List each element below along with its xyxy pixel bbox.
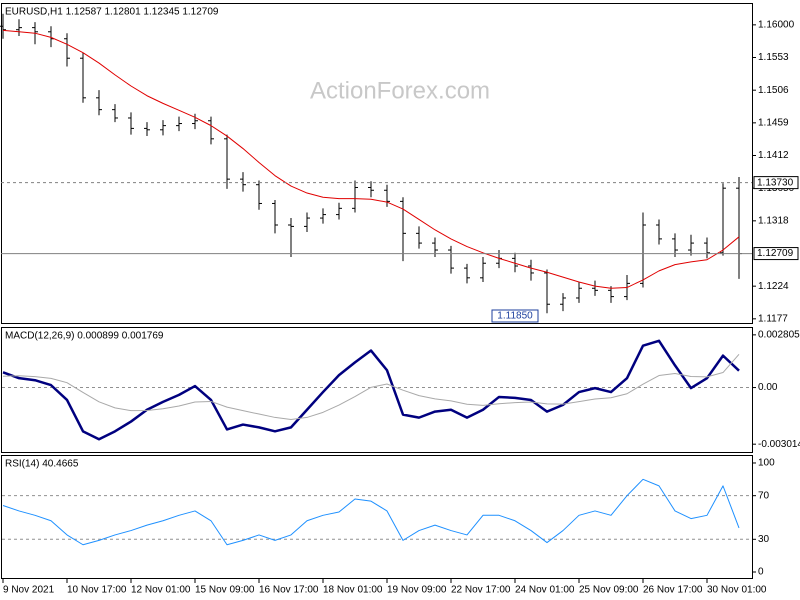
y-tick-label: 1.16000 (758, 19, 795, 30)
macd-panel-frame (1, 327, 753, 453)
x-tick-label: 12 Nov 01:00 (131, 585, 191, 596)
low-label: 1.11850 (497, 311, 533, 322)
y-tick-label: 1.1412 (758, 150, 789, 161)
y-tick-label: 1.1177 (758, 313, 788, 324)
panel-title: EURUSD,H1 1.12587 1.12801 1.12345 1.1270… (5, 7, 219, 18)
y-tick-label: 1.1459 (758, 117, 789, 128)
y-tick-label: 0 (758, 567, 764, 578)
indicator-line (2, 478, 740, 546)
y-tick-label: 0.002805 (758, 329, 800, 340)
x-tick-label: 30 Nov 01:00 (707, 585, 767, 596)
price-label-box (753, 176, 799, 190)
indicator-line (2, 353, 740, 420)
x-tick-label: 10 Nov 17:00 (67, 585, 127, 596)
x-tick-label: 24 Nov 01:00 (515, 585, 575, 596)
y-tick-label: 1.1506 (758, 85, 789, 96)
y-tick-label: -0.003014 (758, 439, 800, 450)
low-label-box (491, 309, 539, 323)
y-tick-label: 70 (758, 490, 770, 501)
y-tick-label: 0.00 (758, 382, 778, 393)
x-tick-label: 15 Nov 09:00 (195, 585, 255, 596)
x-tick-label: 22 Nov 17:00 (451, 585, 511, 596)
y-tick-label: 1.1224 (758, 281, 789, 292)
y-tick-label: 30 (758, 534, 770, 545)
panel-title: RSI(14) 40.4665 (5, 459, 79, 470)
watermark: ActionForex.com (310, 77, 490, 104)
indicator-line (2, 339, 740, 441)
x-tick-label: 9 Nov 2021 (3, 585, 55, 596)
x-tick-label: 18 Nov 01:00 (323, 585, 383, 596)
x-tick-label: 16 Nov 17:00 (259, 585, 319, 596)
y-tick-label: 1.1553 (758, 52, 789, 63)
y-tick-label: 100 (758, 458, 775, 469)
y-tick-label: 1.1318 (758, 215, 789, 226)
moving-average (2, 29, 740, 289)
rsi-panel-frame (1, 455, 753, 579)
price-label: 1.13730 (757, 177, 794, 188)
price-label: 1.12709 (757, 248, 794, 259)
x-tick-label: 25 Nov 09:00 (579, 585, 639, 596)
price-panel-frame (1, 3, 753, 324)
panel-title: MACD(12,26,9) 0.000899 0.001769 (5, 331, 164, 342)
price-label-box (753, 247, 799, 261)
x-tick-label: 19 Nov 09:00 (387, 585, 447, 596)
x-tick-label: 26 Nov 17:00 (643, 585, 703, 596)
